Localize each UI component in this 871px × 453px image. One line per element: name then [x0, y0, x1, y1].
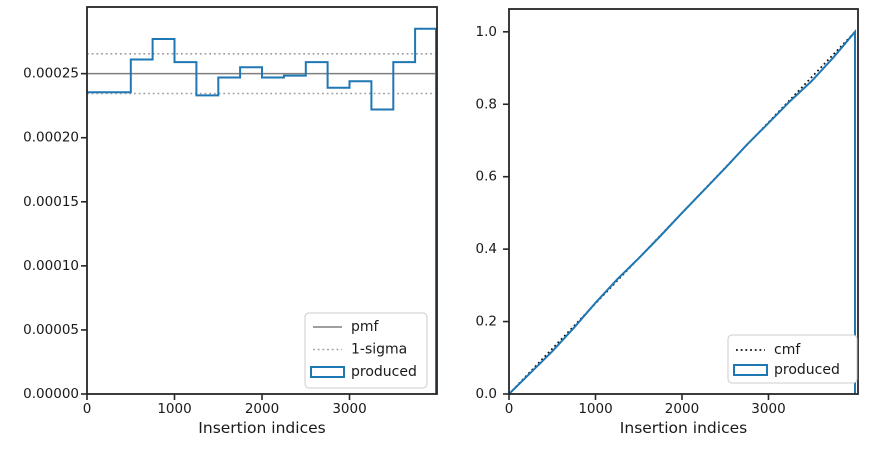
x-tick-label: 3000	[332, 401, 366, 417]
x-axis-ticks: 0 1000 2000 3000	[505, 394, 786, 417]
cmf-plot: 0 1000 2000 3000 0.0 0.2 0.4 0.6 0.8 1.0 cmf produc…	[476, 8, 859, 417]
series	[87, 27, 437, 394]
series	[508, 29, 856, 395]
y-tick-label: 0.00010	[23, 258, 79, 274]
x-axis-ticks: 0 1000 2000 3000	[83, 394, 367, 417]
legend-label: cmf	[774, 342, 801, 358]
x-tick-label: 2000	[245, 401, 279, 417]
y-axis-ticks: 0.00000 0.00005 0.00010 0.00015 0.00020 0.000…	[23, 66, 87, 402]
y-tick-label: 0.00015	[23, 194, 79, 210]
legend-label: produced	[774, 362, 840, 378]
y-tick-label: 0.0	[476, 386, 497, 402]
legend: cmf produced	[727, 334, 858, 384]
x-tick-label: 1000	[578, 401, 612, 417]
legend-label: produced	[351, 364, 417, 380]
legend: pmf 1-sigma produced	[304, 312, 428, 389]
produced-cmf-line	[508, 29, 856, 395]
y-tick-label: 0.6	[476, 169, 497, 185]
y-axis-ticks: 0.0 0.2 0.4 0.6 0.8 1.0	[476, 24, 509, 402]
legend-label: pmf	[351, 319, 380, 335]
legend-swatch-produced-rect	[310, 366, 345, 378]
x-tick-label: 2000	[665, 401, 699, 417]
y-tick-label: 0.00020	[23, 130, 79, 146]
pmf-plot: 0 1000 2000 3000 0.00000 0.00005 0.00010 0.0001…	[23, 6, 438, 417]
y-tick-label: 1.0	[476, 24, 497, 40]
y-tick-label: 0.00000	[23, 386, 79, 402]
axes-spines	[508, 8, 859, 395]
x-tick-label: 0	[83, 401, 92, 417]
x-tick-label: 3000	[751, 401, 785, 417]
produced-step-series	[87, 27, 437, 394]
x-tick-label: 0	[505, 401, 514, 417]
y-tick-label: 0.2	[476, 314, 497, 330]
y-tick-label: 0.8	[476, 96, 497, 112]
legend-swatch-produced-rect	[733, 364, 768, 376]
right-xaxis-label: Insertion indices	[619, 419, 748, 437]
y-tick-label: 0.4	[476, 241, 497, 257]
y-tick-label: 0.00025	[23, 66, 79, 82]
left-xaxis-label: Insertion indices	[198, 419, 326, 437]
x-tick-label: 1000	[157, 401, 191, 417]
legend-label: 1-sigma	[351, 342, 407, 358]
y-tick-label: 0.00005	[23, 322, 79, 338]
